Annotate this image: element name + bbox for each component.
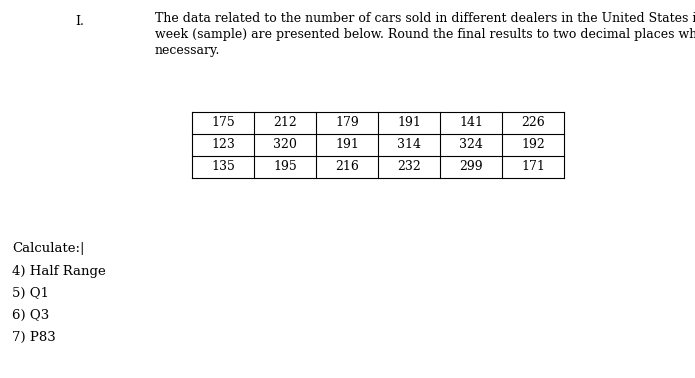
- Text: 192: 192: [521, 138, 545, 152]
- Text: 7) P83: 7) P83: [12, 331, 56, 344]
- Text: The data related to the number of cars sold in different dealers in the United S: The data related to the number of cars s…: [155, 12, 695, 25]
- Text: 175: 175: [211, 116, 235, 130]
- Text: 6) Q3: 6) Q3: [12, 309, 49, 322]
- Text: 226: 226: [521, 116, 545, 130]
- Text: 314: 314: [397, 138, 421, 152]
- Text: week (sample) are presented below. Round the final results to two decimal places: week (sample) are presented below. Round…: [155, 28, 695, 41]
- Text: 191: 191: [335, 138, 359, 152]
- Text: 171: 171: [521, 161, 545, 174]
- Text: 135: 135: [211, 161, 235, 174]
- Text: 195: 195: [273, 161, 297, 174]
- Text: 191: 191: [397, 116, 421, 130]
- Text: 216: 216: [335, 161, 359, 174]
- Text: I.: I.: [75, 15, 84, 28]
- Text: 141: 141: [459, 116, 483, 130]
- Text: 324: 324: [459, 138, 483, 152]
- Text: 179: 179: [335, 116, 359, 130]
- Text: 232: 232: [397, 161, 421, 174]
- Text: Calculate:|: Calculate:|: [12, 242, 85, 255]
- Text: 212: 212: [273, 116, 297, 130]
- Text: 5) Q1: 5) Q1: [12, 287, 49, 300]
- Text: 4) Half Range: 4) Half Range: [12, 265, 106, 278]
- Text: 299: 299: [459, 161, 483, 174]
- Text: 123: 123: [211, 138, 235, 152]
- Text: necessary.: necessary.: [155, 44, 220, 57]
- Text: 320: 320: [273, 138, 297, 152]
